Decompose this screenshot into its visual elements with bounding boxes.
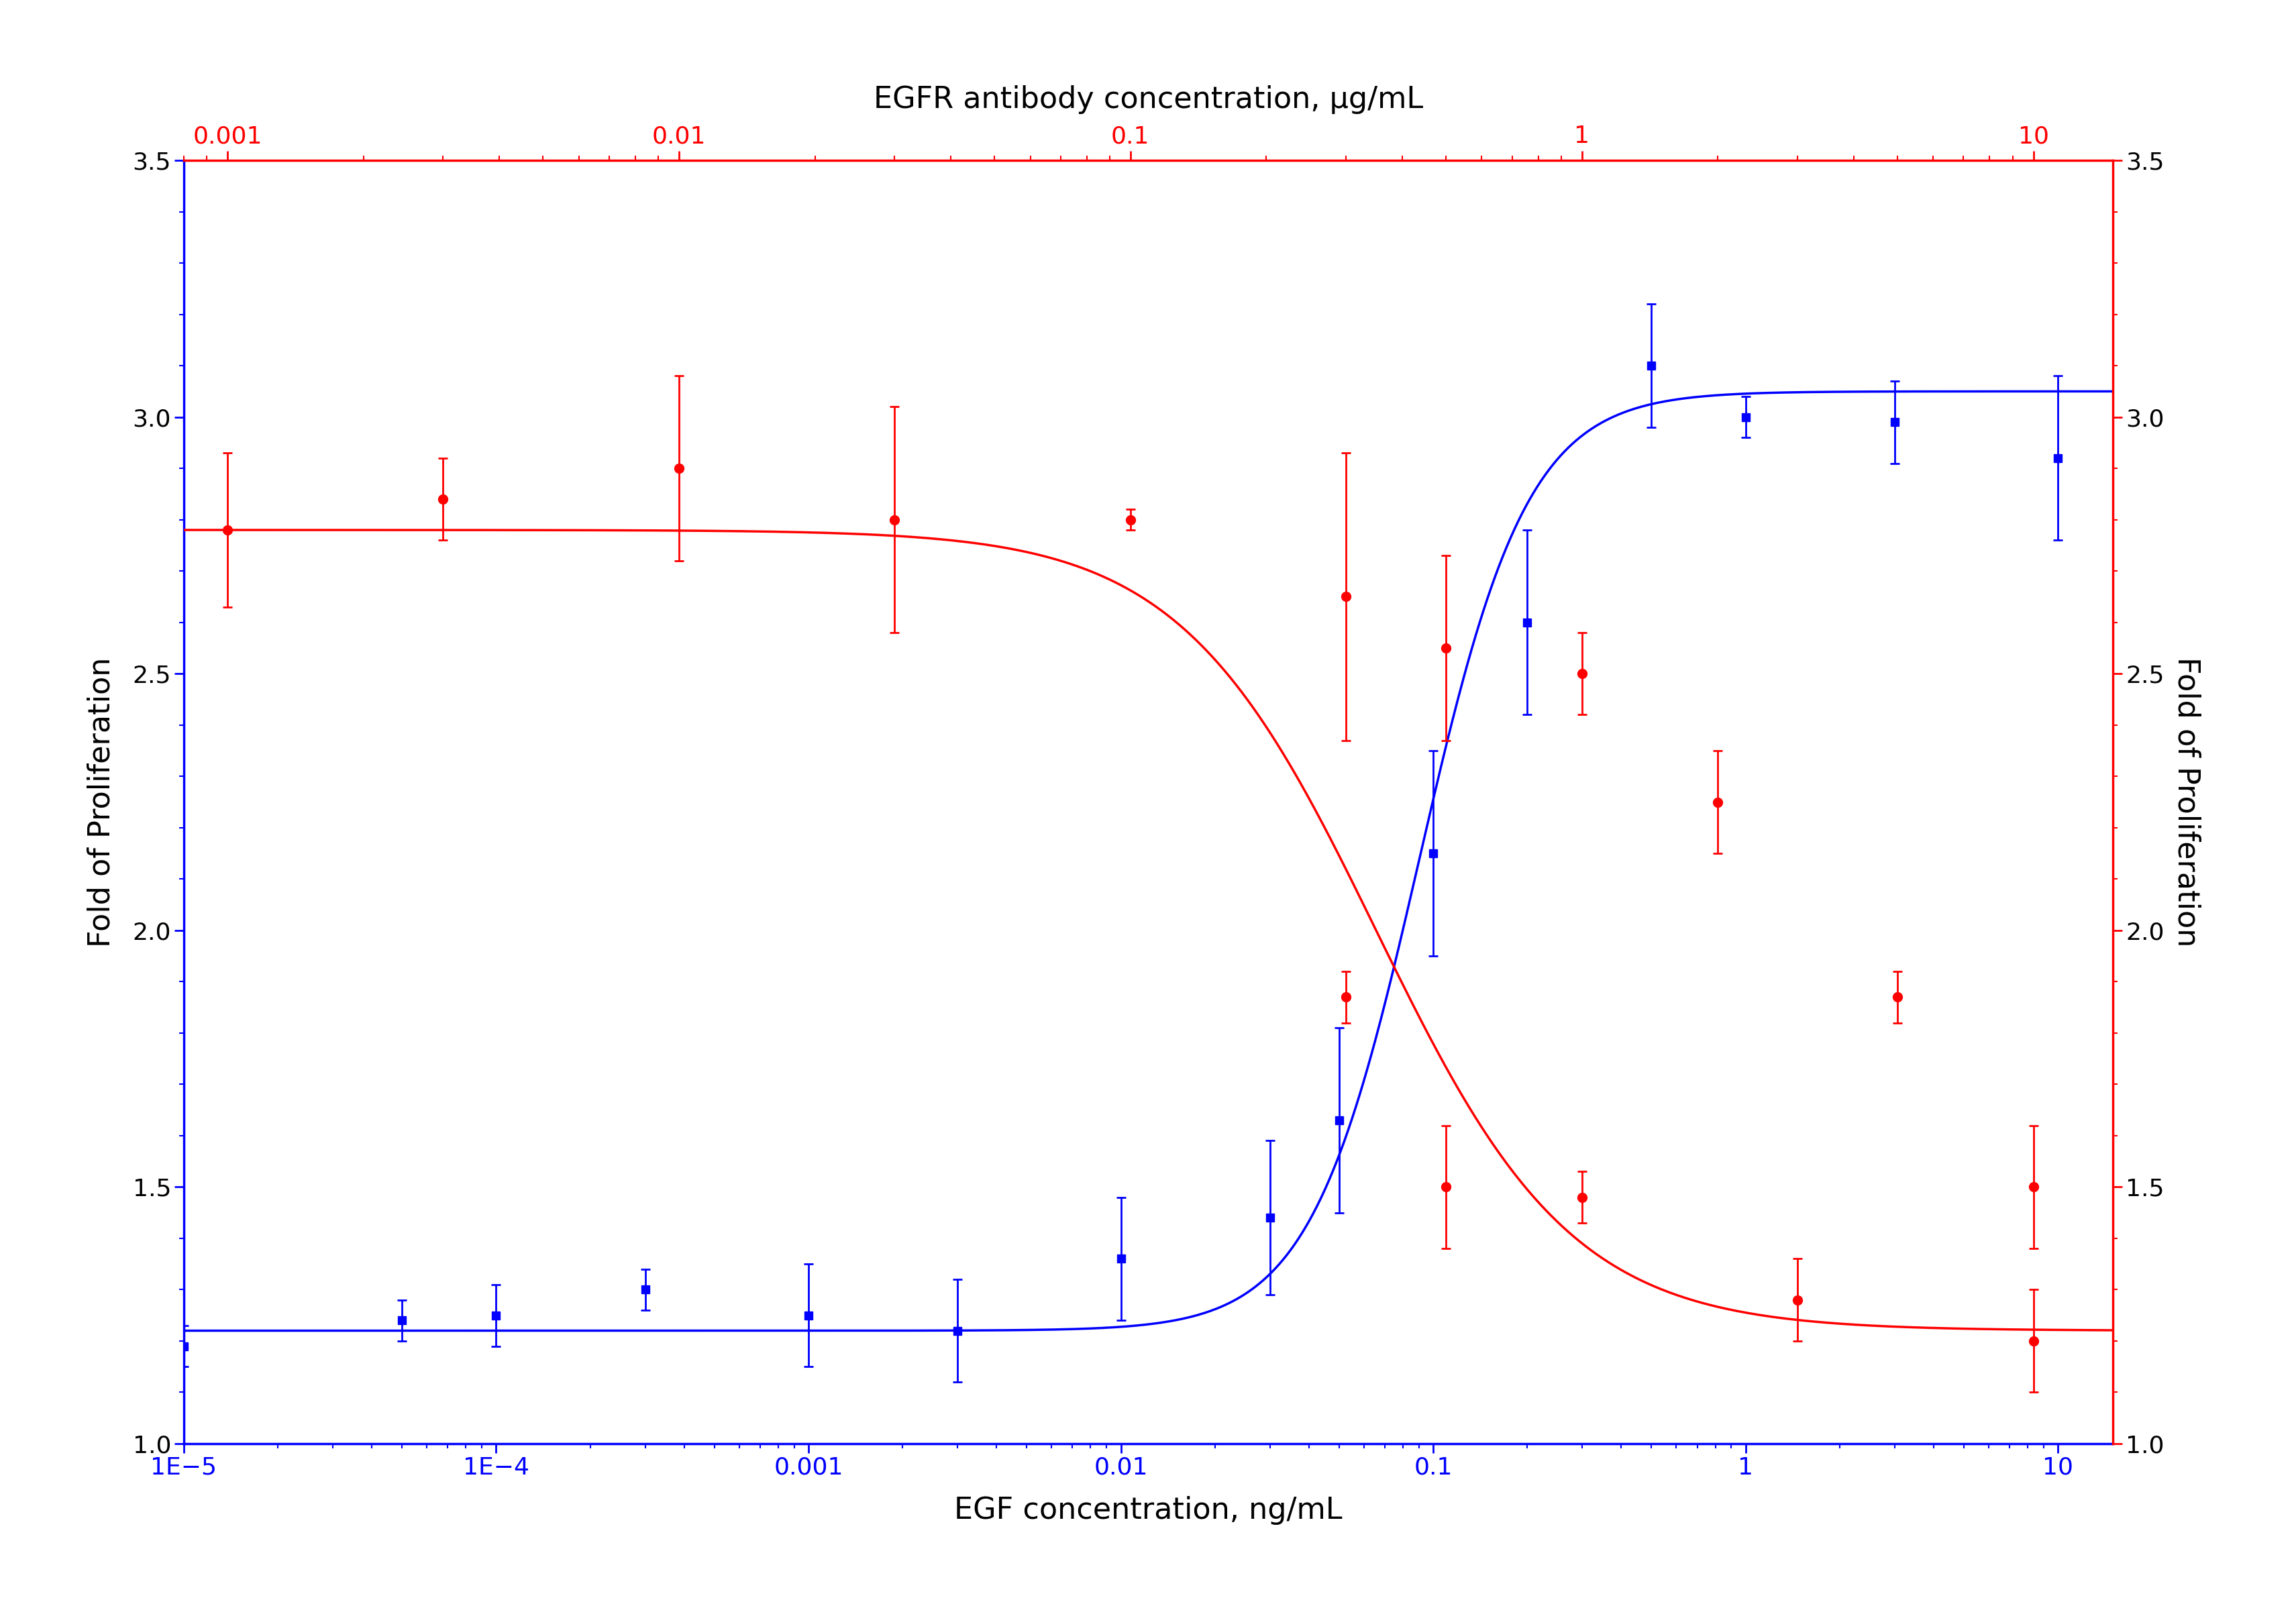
Y-axis label: Fold of Proliferation: Fold of Proliferation xyxy=(87,658,115,946)
X-axis label: EGF concentration, ng/mL: EGF concentration, ng/mL xyxy=(953,1497,1343,1525)
X-axis label: EGFR antibody concentration, μg/mL: EGFR antibody concentration, μg/mL xyxy=(872,85,1424,114)
Y-axis label: Fold of Proliferation: Fold of Proliferation xyxy=(2172,658,2202,946)
